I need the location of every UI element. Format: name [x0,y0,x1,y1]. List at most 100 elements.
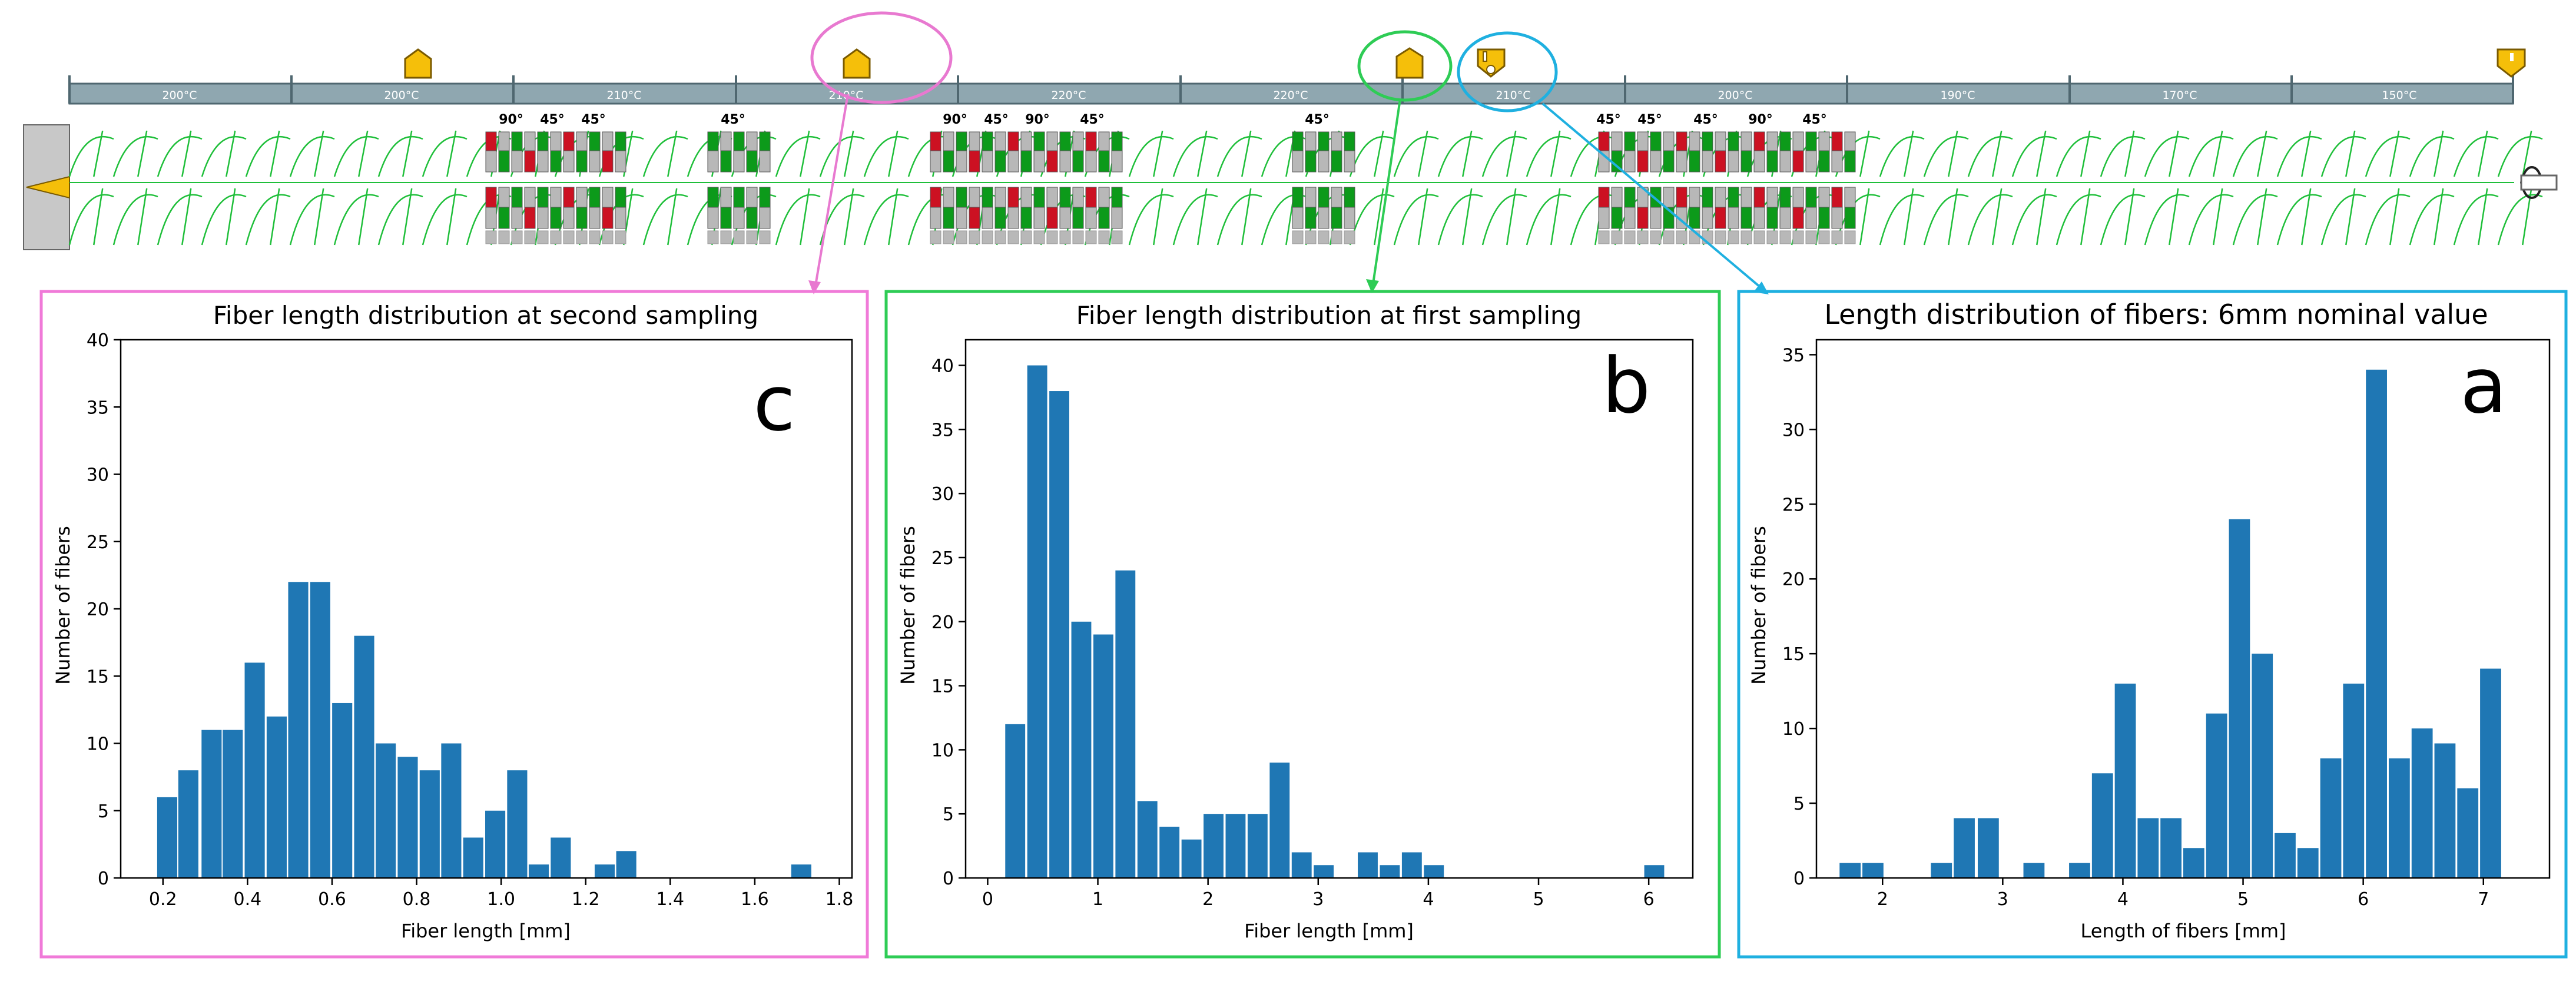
kneading-disc [1098,230,1110,244]
kneading-disc [615,187,626,208]
flight-edge [1197,188,1208,246]
screw-flight [1437,135,1483,177]
kneading-disc [1715,150,1726,173]
kneading-disc [759,207,771,229]
histogram-bar [376,743,396,878]
kneading-disc [1637,150,1649,173]
kneading-disc [1059,207,1071,229]
flight-edge [2080,130,2091,177]
y-tick-label: 40 [931,356,954,377]
histogram-nominal-6mm: Length distribution of fibers: 6mm nomin… [1748,299,2551,942]
first-sampling-port [1395,47,1424,79]
histogram-bar [1401,852,1422,878]
kneading-disc [1740,207,1752,229]
x-tick-label: 5 [2237,889,2249,910]
kneading-disc [969,230,980,244]
x-tick-label: 0.2 [149,889,177,910]
screw-flight [1481,194,1527,246]
kneading-disc [602,187,614,208]
kneading-disc [589,187,601,208]
zone-temp-label: 190°C [1940,89,1975,102]
histogram-bar [1049,391,1069,878]
x-tick-label: 2 [1877,889,1888,910]
flight-edge [1197,130,1208,177]
screw-flight [1393,135,1439,177]
flight-edge [888,130,899,177]
y-tick-label: 10 [1782,719,1805,740]
die-outlet [2520,166,2558,199]
screw-flight [201,135,247,177]
kneading-disc [1046,187,1058,208]
histogram-bar [791,864,811,878]
kneading-disc [1331,187,1342,208]
flight-edge [667,130,678,177]
kneading-disc [720,187,732,208]
kneading-disc [589,131,601,151]
screw-flight [2100,135,2146,177]
screw-flight [1967,194,2013,246]
screw-flight [2365,135,2411,177]
kneading-disc [969,131,980,151]
screw-flight [2365,194,2411,246]
histogram-bar [1839,863,1861,878]
y-tick-label: 0 [943,869,954,889]
kneading-disc [1702,187,1713,208]
screw-flight [2188,135,2234,177]
kneading-disc [1046,207,1058,229]
flight-edge [446,188,457,246]
kneading-disc [1740,150,1752,173]
kneading-disc [1111,230,1123,244]
x-tick-label: 0.8 [403,889,431,910]
kneading-disc [930,230,941,244]
kneading-disc [720,150,732,173]
histogram-bar [2297,848,2319,878]
histogram-bar [2206,713,2227,878]
kneading-disc [1344,131,1355,151]
histogram-bar [201,730,222,878]
kneading-disc [707,131,719,151]
kneading-disc [537,230,549,244]
panel-a-frame [1737,290,2568,959]
flight-edge [137,188,148,246]
y-tick-label: 25 [931,548,954,569]
kneading-disc [746,207,758,229]
screw-flight [1216,135,1262,177]
screw-flight [1349,135,1395,177]
kneading-disc [602,230,614,244]
flight-edge [270,188,280,246]
zone-temp-label: 220°C [1051,89,1086,102]
kneading-disc [537,187,549,208]
screw-flight [2232,135,2278,177]
screw-flight [2011,135,2057,177]
kneading-disc [1792,150,1804,173]
kneading-disc [733,230,745,244]
flight-edge [93,130,104,177]
kneading-disc [1715,187,1726,208]
x-tick-label: 4 [2117,889,2129,910]
kneading-disc [1728,187,1739,208]
kneading-angle-label: 90° [499,112,523,127]
flight-edge [1153,188,1163,246]
histogram-bar [1931,863,1952,878]
y-tick-label: 10 [87,734,109,755]
kneading-disc [1715,131,1726,151]
kneading-disc [511,207,523,229]
histogram-bar [1862,863,1884,878]
kneading-disc [746,187,758,208]
kneading-disc [1663,150,1675,173]
kneading-disc [943,150,954,173]
flight-edge [2522,130,2532,177]
kneading-disc [1111,187,1123,208]
kneading-disc [982,150,993,173]
x-tick-label: 3 [1312,889,1324,910]
histogram-bar [441,743,462,878]
kneading-disc [1292,187,1304,208]
kneading-disc [1344,207,1355,229]
kneading-disc [1753,230,1765,244]
flight-edge [2080,188,2091,246]
kneading-disc [1831,207,1843,229]
kneading-disc [994,131,1006,151]
flight-edge [2301,188,2312,246]
y-tick-label: 30 [1782,420,1805,440]
kneading-disc [511,187,523,208]
